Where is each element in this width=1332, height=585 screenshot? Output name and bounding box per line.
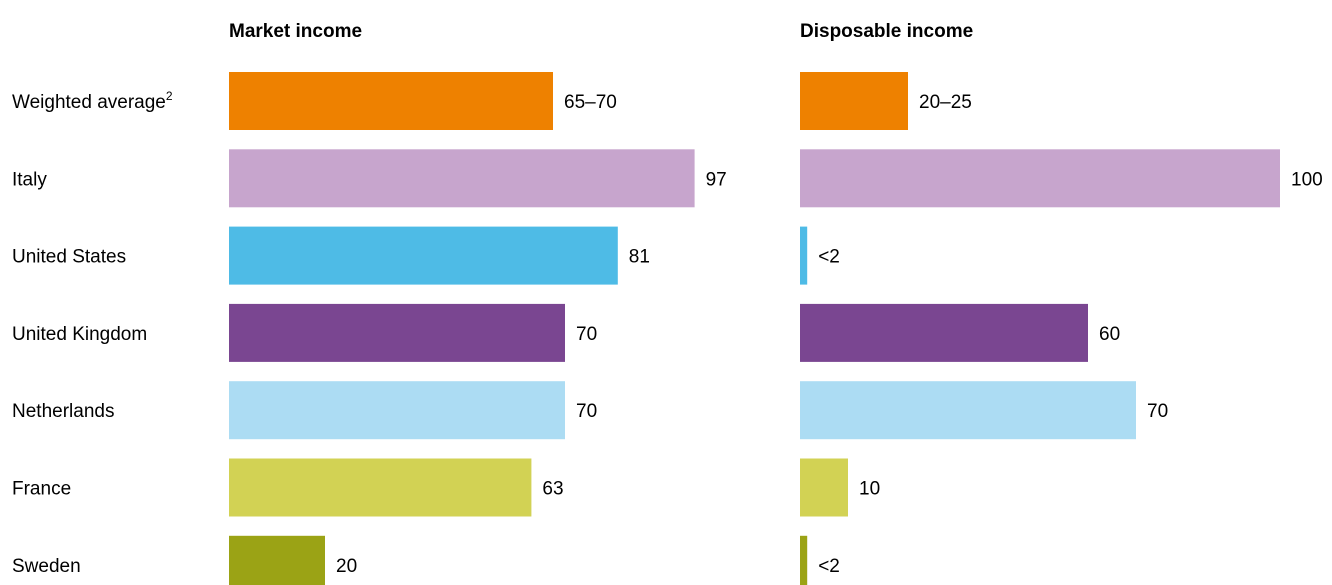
category-label-sweden: Sweden xyxy=(12,556,81,577)
bar-disposable-income-sweden xyxy=(800,535,808,585)
value-label-market-income-italy: 97 xyxy=(706,169,727,190)
value-label-disposable-income-united-kingdom: 60 xyxy=(1099,324,1120,345)
value-label-disposable-income-italy: 100 xyxy=(1291,169,1323,190)
bar-market-income-united-states xyxy=(229,226,618,285)
value-label-market-income-netherlands: 70 xyxy=(576,401,597,422)
bar-market-income-sweden xyxy=(229,535,325,585)
bar-market-income-weighted-average xyxy=(229,72,553,130)
value-label-disposable-income-france: 10 xyxy=(859,479,880,500)
value-label-market-income-france: 63 xyxy=(542,479,563,500)
bar-market-income-united-kingdom xyxy=(229,303,565,362)
value-label-disposable-income-weighted-average: 20–25 xyxy=(919,92,972,113)
value-label-market-income-united-kingdom: 70 xyxy=(576,324,597,345)
value-label-market-income-united-states: 81 xyxy=(629,247,650,268)
bar-disposable-income-united-kingdom xyxy=(800,303,1088,362)
category-label-united-kingdom: United Kingdom xyxy=(12,324,147,345)
value-label-disposable-income-united-states: <2 xyxy=(818,247,840,268)
value-labels: 65–70 97 81 70 70 63 20 20–25 100 <2 60 70 10 <2 xyxy=(336,92,1323,577)
value-label-market-income-sweden: 20 xyxy=(336,556,357,577)
category-label-france: France xyxy=(12,479,71,500)
category-labels: Weighted average2 Italy United States Unite… xyxy=(12,89,173,577)
bar-disposable-income-weighted-average xyxy=(800,72,908,130)
category-label-netherlands: Netherlands xyxy=(12,401,114,422)
category-label-united-states: United States xyxy=(12,247,126,268)
bars xyxy=(229,72,1280,585)
value-label-disposable-income-sweden: <2 xyxy=(818,556,840,577)
value-label-market-income-weighted-average: 65–70 xyxy=(564,92,617,113)
value-label-disposable-income-netherlands: 70 xyxy=(1147,401,1168,422)
panel-title-disposable-income: Disposable income xyxy=(800,21,973,42)
bar-market-income-italy xyxy=(229,149,695,208)
panel-title-market-income: Market income xyxy=(229,21,362,42)
bar-disposable-income-united-states xyxy=(800,226,808,285)
category-label-italy: Italy xyxy=(12,169,47,190)
bar-disposable-income-france xyxy=(800,458,848,517)
bar-disposable-income-netherlands xyxy=(800,381,1136,440)
bar-market-income-france xyxy=(229,458,532,517)
bar-disposable-income-italy xyxy=(800,149,1280,208)
category-label-weighted-average: Weighted average2 xyxy=(12,89,173,113)
bar-market-income-netherlands xyxy=(229,381,565,440)
